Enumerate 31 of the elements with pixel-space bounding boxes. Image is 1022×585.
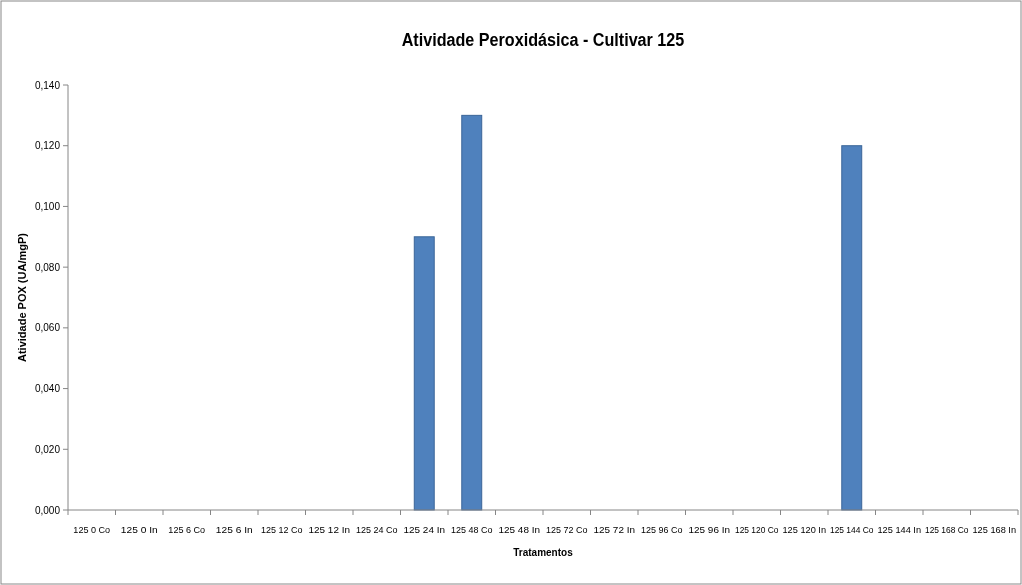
x-tick-label: 125 6 In	[215, 524, 253, 535]
bar	[841, 145, 863, 511]
y-tick-label: 0,140	[34, 79, 61, 91]
x-tick-label: 125 6 Co	[168, 524, 207, 535]
y-tick-label: 0,100	[34, 200, 61, 212]
x-tick-label: 125 96 Co	[641, 524, 685, 535]
bar	[461, 114, 483, 511]
x-tick-label: 125 48 In	[498, 524, 540, 535]
x-tick-label: 125 12 In	[308, 524, 350, 535]
bar	[413, 236, 435, 511]
y-tick-label: 0,080	[34, 261, 61, 273]
y-tick-label: 0,040	[34, 383, 61, 395]
y-tick-label: 0,060	[34, 322, 61, 334]
x-tick-label: 125 72 In	[593, 524, 635, 535]
x-tick-label: 125 96 In	[688, 524, 730, 535]
x-tick-label: 125 120 In	[782, 524, 828, 535]
x-tick-label: 125 24 Co	[356, 524, 400, 535]
y-axis-title: Atividade POX (UA/mgP)	[16, 232, 28, 362]
x-tick-label: 125 48 Co	[451, 524, 495, 535]
y-tick-label: 0,020	[34, 443, 61, 455]
x-tick-label: 125 12 Co	[261, 524, 305, 535]
x-tick-label: 125 0 Co	[73, 524, 112, 535]
x-tick-label: 125 168 In	[972, 524, 1018, 535]
chart-title: Atividade Peroxidásica - Cultivar 125	[401, 28, 685, 51]
y-tick-label: 0,000	[34, 504, 61, 516]
x-axis-title: Tratamentos	[513, 547, 574, 558]
x-tick-label: 125 0 In	[120, 524, 158, 535]
x-tick-label: 125 24 In	[403, 524, 445, 535]
y-tick-label: 0,120	[34, 140, 61, 152]
x-tick-label: 125 144 In	[877, 524, 923, 535]
x-tick-label: 125 72 Co	[546, 524, 590, 535]
